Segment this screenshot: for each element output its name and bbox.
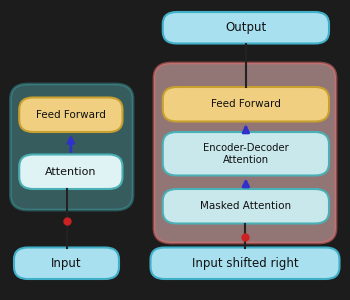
- FancyBboxPatch shape: [14, 248, 119, 279]
- FancyBboxPatch shape: [10, 84, 133, 210]
- Text: Masked Attention: Masked Attention: [200, 201, 292, 211]
- Text: Feed Forward: Feed Forward: [211, 99, 281, 109]
- FancyBboxPatch shape: [19, 154, 122, 189]
- FancyBboxPatch shape: [163, 87, 329, 122]
- Text: Input: Input: [51, 257, 82, 270]
- Text: Output: Output: [225, 21, 266, 34]
- Text: Encoder-Decoder
Attention: Encoder-Decoder Attention: [203, 143, 289, 164]
- FancyBboxPatch shape: [163, 132, 329, 176]
- FancyBboxPatch shape: [163, 12, 329, 43]
- Text: Input shifted right: Input shifted right: [192, 257, 298, 270]
- Text: Feed Forward: Feed Forward: [36, 110, 106, 120]
- FancyBboxPatch shape: [19, 98, 122, 132]
- FancyBboxPatch shape: [163, 189, 329, 224]
- FancyBboxPatch shape: [154, 63, 336, 243]
- Text: Attention: Attention: [45, 167, 97, 177]
- FancyBboxPatch shape: [150, 248, 340, 279]
